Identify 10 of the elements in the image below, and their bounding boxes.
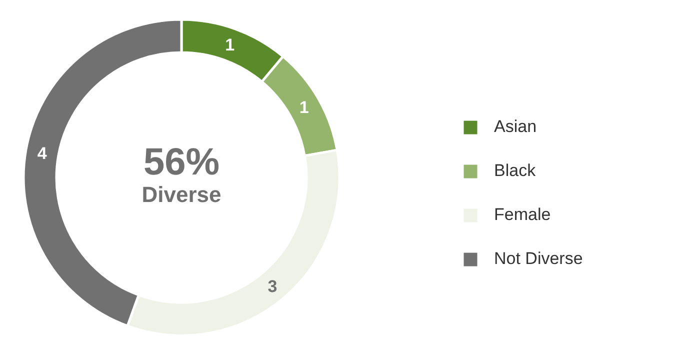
text: Diverse xyxy=(142,182,222,207)
data-label: 1 xyxy=(225,36,235,55)
data-label: 1 xyxy=(299,98,309,117)
legend-label: Female xyxy=(494,205,551,225)
text: 56% xyxy=(143,142,220,184)
data-label: 3 xyxy=(268,276,278,296)
legend-label: Asian xyxy=(494,117,537,137)
data-label: 4 xyxy=(37,144,48,163)
legend-label: Not Diverse xyxy=(494,249,583,269)
legend-label: Black xyxy=(494,161,536,181)
